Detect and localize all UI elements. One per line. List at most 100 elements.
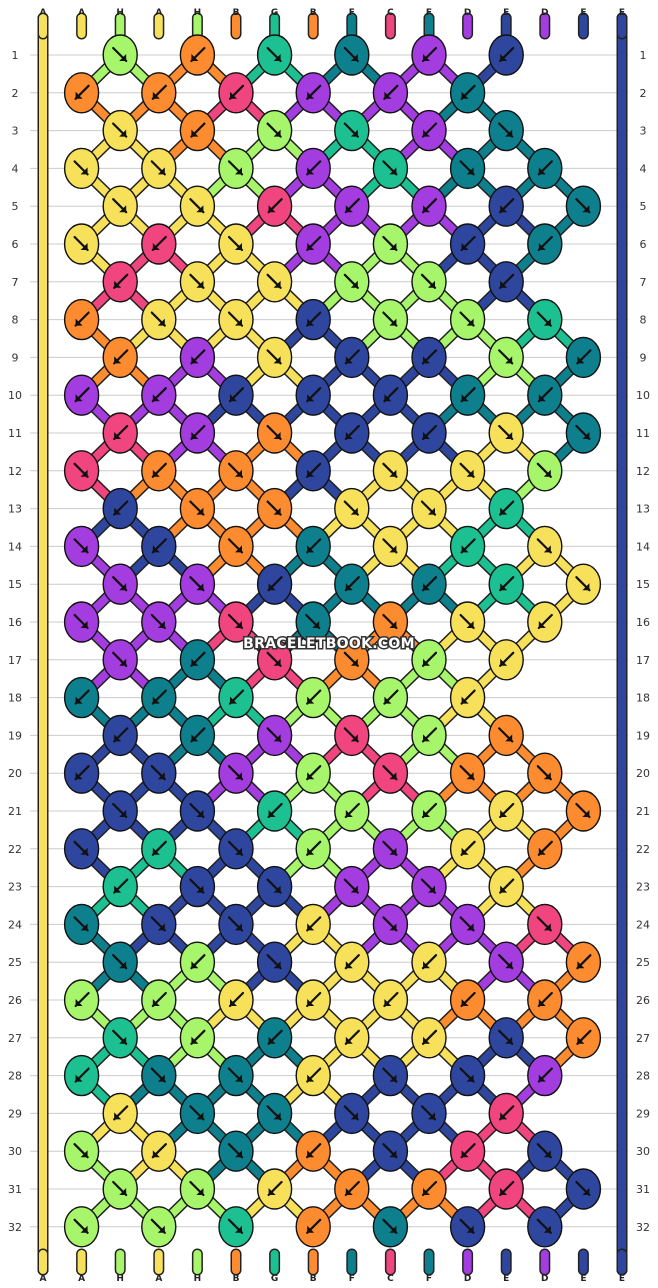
knot xyxy=(411,714,447,757)
arrow-head-icon xyxy=(307,91,315,99)
row-label-left: 24 xyxy=(8,918,22,931)
knot xyxy=(102,34,138,76)
arrow-head-icon xyxy=(543,469,551,477)
knot xyxy=(295,374,331,416)
arrow-head-icon xyxy=(235,847,242,855)
row-label-left: 6 xyxy=(12,238,19,251)
arrow-head-icon xyxy=(428,1112,435,1120)
arrow-head-icon xyxy=(505,356,513,364)
knot xyxy=(334,487,370,530)
knot xyxy=(218,752,254,794)
knot xyxy=(295,903,331,946)
arrow-head-icon xyxy=(543,318,551,326)
knot xyxy=(102,714,138,757)
arrow-head-icon xyxy=(505,961,513,969)
row-label-right: 27 xyxy=(636,1032,650,1045)
knot xyxy=(63,1054,100,1097)
knot xyxy=(449,903,486,946)
arrow-head-icon xyxy=(119,1036,127,1044)
row-label-left: 19 xyxy=(8,729,22,742)
knot xyxy=(63,72,100,114)
arrow-head-icon xyxy=(235,621,242,628)
knot xyxy=(179,865,216,908)
knot xyxy=(218,676,254,719)
row-label-right: 6 xyxy=(640,238,647,251)
row-label-left: 20 xyxy=(8,767,22,780)
row-label-left: 31 xyxy=(8,1183,22,1196)
row-label-left: 16 xyxy=(8,616,22,629)
arrow-head-icon xyxy=(543,1150,551,1158)
string-label-bottom: E xyxy=(503,1274,509,1284)
arrow-head-icon xyxy=(350,129,358,137)
arrow-head-icon xyxy=(389,847,397,855)
arrow-head-icon xyxy=(345,432,353,439)
arrow-head-icon xyxy=(500,810,508,817)
knot xyxy=(218,374,254,416)
arrow-head-icon xyxy=(582,205,590,213)
knot xyxy=(295,147,331,190)
arrow-head-icon xyxy=(114,734,122,742)
knot xyxy=(63,828,100,870)
row-label-right: 4 xyxy=(640,162,647,175)
arrow-head-icon xyxy=(307,1074,315,1082)
knot xyxy=(488,412,524,454)
knot xyxy=(372,828,409,870)
knot xyxy=(218,1054,254,1097)
knot xyxy=(527,525,563,568)
string-label-bottom: B xyxy=(310,1274,317,1284)
arrow-head-icon xyxy=(350,54,358,61)
arrow-head-icon xyxy=(389,318,397,326)
row-label-left: 30 xyxy=(8,1145,22,1158)
knot xyxy=(449,1054,486,1097)
arrow-head-icon xyxy=(428,507,435,515)
arrow-head-icon xyxy=(273,356,281,364)
arrow-head-icon xyxy=(307,1150,315,1158)
arrow-head-icon xyxy=(307,469,315,477)
knot xyxy=(295,676,331,719)
arrow-head-icon xyxy=(114,507,122,515)
knot xyxy=(218,1206,254,1248)
knot xyxy=(63,601,100,643)
knot xyxy=(102,1168,138,1210)
row-label-left: 7 xyxy=(12,276,19,289)
knot xyxy=(449,72,486,114)
string-label-bottom: H xyxy=(116,1274,124,1284)
arrow-head-icon xyxy=(389,243,397,250)
knot xyxy=(256,941,293,983)
knot xyxy=(141,1130,177,1172)
string-label-bottom: F xyxy=(349,1274,355,1284)
arrow-head-icon xyxy=(152,545,160,553)
knot xyxy=(372,1130,409,1172)
knot xyxy=(141,828,177,870)
arrow-head-icon xyxy=(423,1036,430,1044)
arrow-head-icon xyxy=(582,432,590,439)
knot xyxy=(372,374,409,416)
row-label-left: 32 xyxy=(8,1221,22,1234)
arrow-head-icon xyxy=(75,999,83,1006)
knot xyxy=(334,109,370,152)
knot xyxy=(372,525,409,568)
arrow-head-icon xyxy=(196,810,204,817)
arrow-head-icon xyxy=(543,923,551,931)
arrow-head-icon xyxy=(191,961,199,969)
knot xyxy=(295,752,331,794)
string-label-top: B xyxy=(233,8,240,18)
knot xyxy=(63,979,100,1021)
arrow-head-icon xyxy=(114,280,122,288)
arrow-head-icon xyxy=(196,1188,204,1195)
arrow-head-icon xyxy=(191,432,199,439)
knot xyxy=(218,450,254,492)
knot xyxy=(256,412,293,454)
arrow-head-icon xyxy=(389,1225,397,1233)
knot xyxy=(334,941,370,983)
arrow-head-icon xyxy=(114,1112,122,1120)
string-label-top: E xyxy=(580,8,586,18)
string-label-bottom: G xyxy=(271,1274,278,1284)
row-label-right: 16 xyxy=(636,616,650,629)
string-label-bottom: A xyxy=(78,1274,85,1284)
arrow-head-icon xyxy=(80,1225,88,1233)
arrow-head-icon xyxy=(538,621,546,628)
row-label-right: 10 xyxy=(636,389,650,402)
